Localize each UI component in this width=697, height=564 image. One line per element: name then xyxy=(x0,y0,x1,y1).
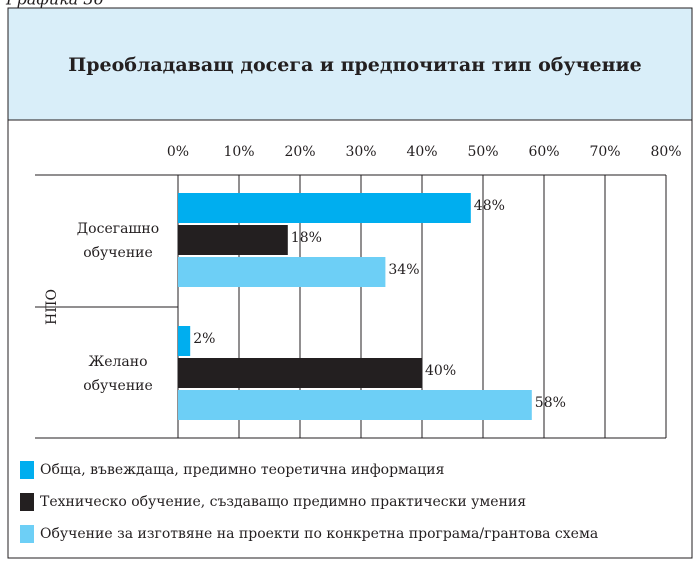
value-label: 18% xyxy=(291,230,322,246)
title-band xyxy=(7,7,693,121)
x-tick-label: 60% xyxy=(528,144,559,160)
bar xyxy=(178,257,386,287)
caption: Графика 36 xyxy=(5,0,104,9)
legend-swatch xyxy=(20,525,34,543)
chart-title: Преобладаващ досега и предпочитан тип об… xyxy=(68,54,641,76)
legend-swatch xyxy=(20,461,34,479)
legend-swatch xyxy=(20,493,34,511)
bar xyxy=(178,326,191,356)
x-tick-label: 80% xyxy=(650,144,681,160)
legend-label: Обучение за изготвяне на проекти по конк… xyxy=(40,526,598,542)
value-label: 40% xyxy=(425,363,456,379)
x-tick-label: 40% xyxy=(406,144,437,160)
x-tick-label: 50% xyxy=(467,144,498,160)
x-tick-label: 20% xyxy=(284,144,315,160)
bar xyxy=(178,358,422,388)
legend-label: Техническо обучение, създаващо предимно … xyxy=(40,494,526,510)
bar xyxy=(178,193,471,223)
bar xyxy=(178,390,532,420)
x-tick-label: 0% xyxy=(167,144,189,160)
x-tick-label: 30% xyxy=(345,144,376,160)
category-label: Досегашно обучение xyxy=(77,221,159,261)
x-tick-label: 70% xyxy=(589,144,620,160)
value-label: 34% xyxy=(388,262,419,278)
value-label: 48% xyxy=(474,198,505,214)
value-label: 2% xyxy=(193,331,215,347)
x-tick-label: 10% xyxy=(223,144,254,160)
bar xyxy=(178,225,288,255)
value-label: 58% xyxy=(535,395,566,411)
category-label: Желано обучение xyxy=(83,354,153,394)
legend-label: Обща, въвеждаща, предимно теоретична инф… xyxy=(40,462,445,478)
